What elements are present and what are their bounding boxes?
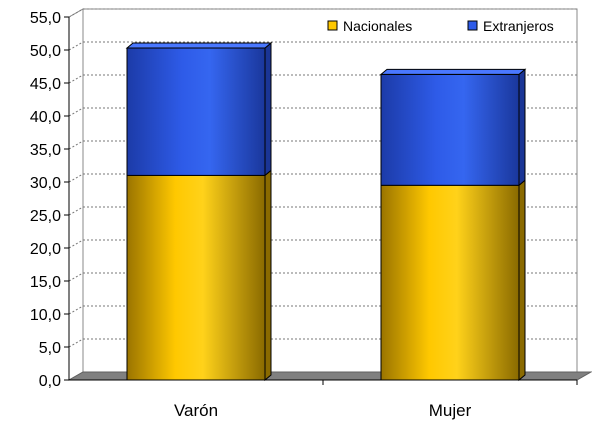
gridline-depth [68,173,84,183]
bar-extranjeros-0 [126,47,266,176]
gridline-depth [68,206,84,216]
bars [125,41,527,382]
y-tick-label: 45,0 [30,76,61,93]
y-tick-label: 35,0 [30,142,61,159]
gridline-depth [68,140,84,150]
axes: 0,0 5,0 10,0 15,0 20,0 25,0 30,0 35,0 40,0 45,0 50… [30,10,578,420]
y-tick-label: 25,0 [30,208,61,225]
bar-side-extranjeros-1 [518,68,526,187]
gridline-depth [68,272,84,282]
gridline-depth [68,239,84,249]
bar-top-1 [379,68,527,75]
legend-label-nacionales: Nacionales [343,18,412,34]
gridline-depth [68,338,84,348]
bar-top-0 [125,42,273,49]
gridline-depth [68,107,84,117]
legend-label-extranjeros: Extranjeros [483,18,554,34]
y-tick-label: 40,0 [30,109,61,126]
bar-side-nacionales-1 [518,179,526,382]
legend: Nacionales Extranjeros [327,18,554,34]
gridline-depth [68,8,84,18]
bar-nacionales-1 [380,184,520,381]
gridline-depth [68,74,84,84]
gridlines [68,8,577,348]
y-tick-label: 10,0 [30,307,61,324]
y-tick-label: 55,0 [30,10,61,27]
y-tick-label: 15,0 [30,274,61,291]
x-tick-label: Mujer [429,401,472,420]
gridline-depth [68,305,84,315]
legend-swatch-extranjeros [467,20,478,31]
bar-extranjeros-1 [380,73,520,186]
y-tick-label: 30,0 [30,175,61,192]
y-tick-label: 50,0 [30,43,61,60]
bar-nacionales-0 [126,174,266,381]
gridline-depth [68,41,84,51]
side-wall [68,8,84,381]
y-tick-label: 5,0 [39,340,61,357]
bar-side-extranjeros-0 [264,41,272,177]
bar-side-nacionales-0 [264,169,272,382]
legend-swatch-nacionales [327,20,338,31]
x-tick-label: Varón [174,401,218,420]
y-tick-label: 0,0 [39,373,61,390]
y-tick-label: 20,0 [30,241,61,258]
